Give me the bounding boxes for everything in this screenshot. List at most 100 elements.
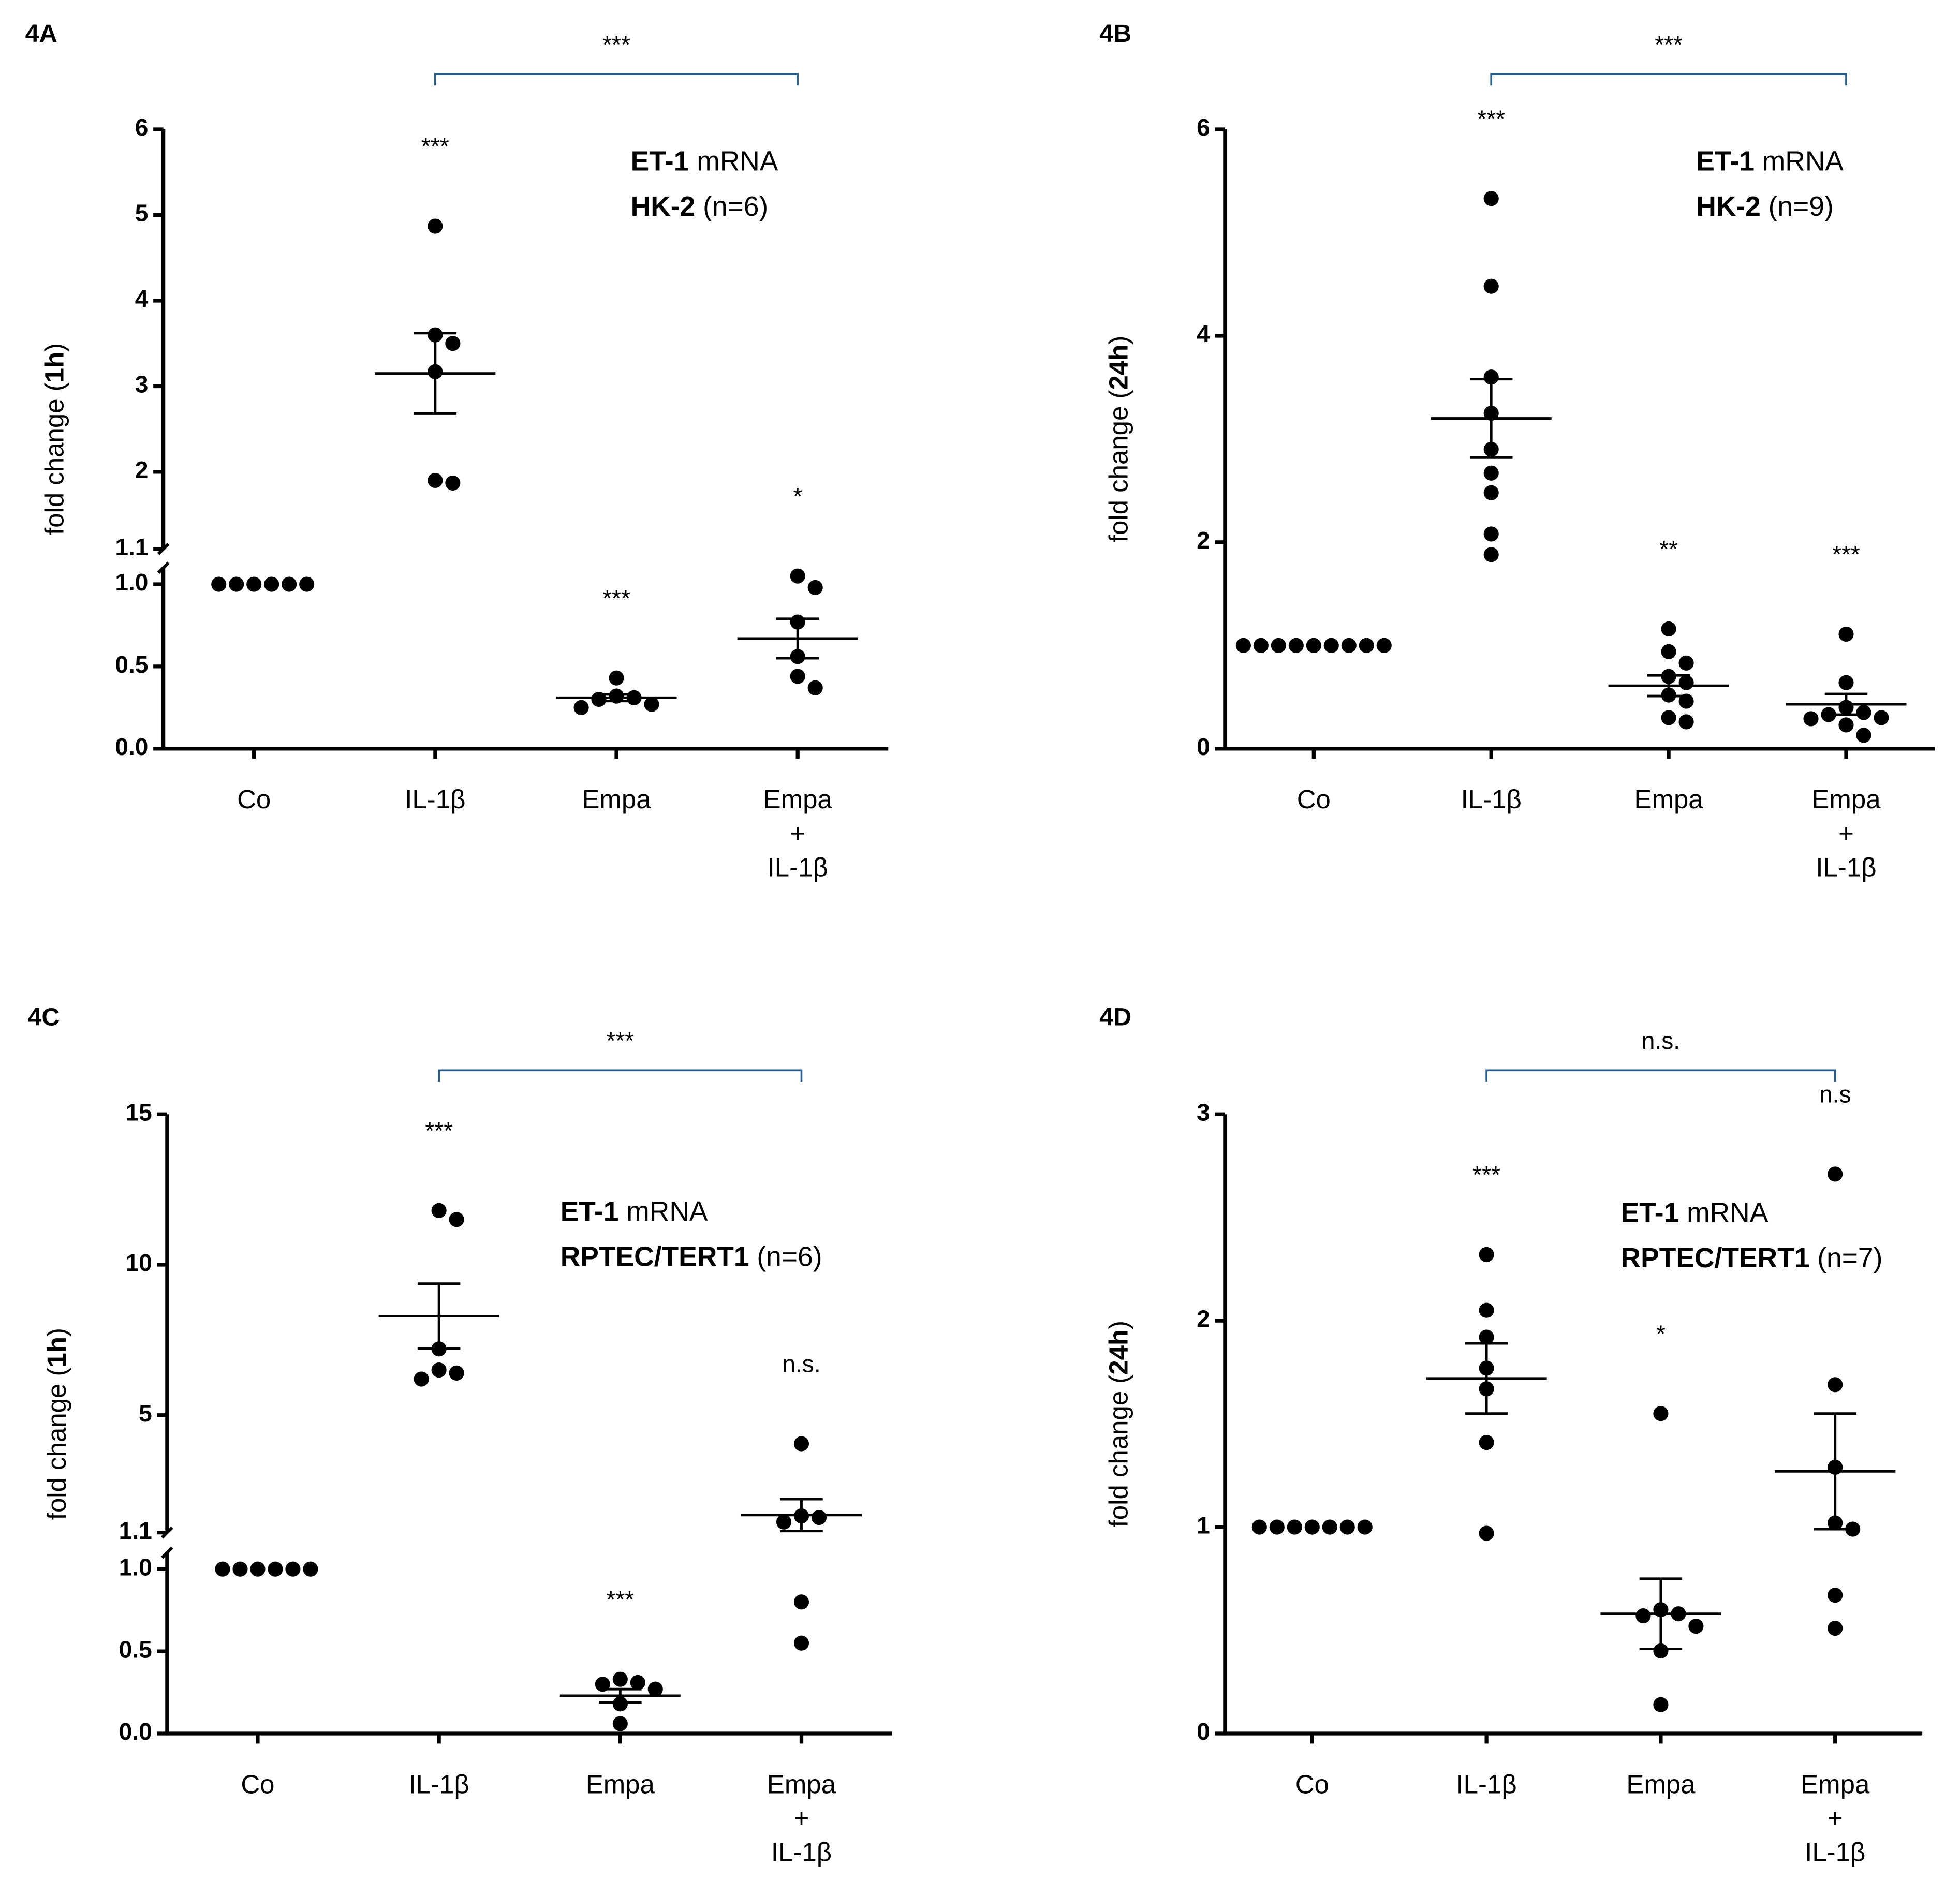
significance-label: *** (425, 1117, 453, 1144)
data-point (1479, 1247, 1494, 1263)
data-point (285, 1561, 301, 1577)
data-point (1678, 655, 1694, 671)
data-point (1479, 1329, 1494, 1345)
x-tick-label: Empa (586, 1769, 655, 1799)
text-part: RPTEC/TERT1 (561, 1242, 749, 1272)
y-tick-label: 1.0 (119, 1553, 152, 1580)
panel-label: 4B (1099, 20, 1131, 48)
text-part: (n=7) (1809, 1243, 1882, 1273)
data-point (1271, 638, 1286, 653)
data-point (449, 1365, 464, 1381)
axis-break (161, 1546, 173, 1559)
comparison-bracket (1490, 73, 1847, 86)
x-tick-label: Co (241, 1769, 274, 1799)
legend-entry: HK-2 (n=9) (1696, 191, 1834, 222)
text-part: 1h (42, 1337, 72, 1367)
significance-label: *** (602, 585, 630, 612)
data-point (282, 576, 297, 592)
x-tick-label: Empa (582, 784, 651, 814)
data-point (211, 576, 227, 592)
x-tick-label: + (1838, 819, 1854, 848)
data-point (776, 1514, 792, 1530)
data-point (1359, 638, 1374, 653)
significance-label: *** (1472, 1161, 1500, 1188)
y-tick-label: 0.0 (115, 733, 148, 760)
y-tick-label: 6 (135, 114, 149, 141)
text-part: HK-2 (631, 191, 696, 222)
data-point (1304, 1519, 1320, 1535)
data-point (793, 1436, 809, 1452)
significance-label: *** (606, 1586, 634, 1613)
y-tick-label: 0 (1197, 1718, 1210, 1745)
data-point (647, 1681, 663, 1697)
x-tick-label: IL-1β (1805, 1838, 1865, 1867)
x-tick-label: IL-1β (768, 852, 828, 882)
x-tick-label: Empa (763, 784, 833, 814)
data-point (1251, 1519, 1267, 1535)
data-point (1479, 1525, 1494, 1541)
legend-entry: ET-1 mRNA (561, 1196, 708, 1227)
data-point (1306, 638, 1321, 653)
data-point (793, 1635, 809, 1651)
text-part: ) (42, 1328, 72, 1337)
data-point (1838, 626, 1854, 642)
legend-entry: ET-1 mRNA (631, 146, 778, 177)
data-point (1483, 278, 1499, 294)
text-part: ET-1 (631, 146, 689, 177)
data-point (414, 1371, 429, 1387)
text-part: mRNA (618, 1196, 708, 1227)
data-point (612, 1671, 628, 1687)
data-point (1376, 638, 1392, 653)
text-part: ET-1 (561, 1196, 619, 1227)
data-point (1828, 1166, 1843, 1182)
data-point (1661, 710, 1676, 725)
y-tick-label: 2 (1197, 1305, 1210, 1332)
y-tick-label: 6 (1197, 114, 1210, 141)
x-tick-label: Empa (1811, 784, 1881, 814)
data-point (1874, 710, 1889, 725)
error-bar (1814, 1412, 1857, 1531)
y-tick-label: 10 (125, 1249, 152, 1276)
data-point (268, 1561, 283, 1577)
data-point (1287, 1519, 1302, 1535)
y-tick-label: 0.0 (119, 1718, 152, 1745)
data-point (449, 1212, 464, 1227)
error-bar (599, 1687, 642, 1704)
data-point (807, 680, 823, 695)
data-point (1339, 1519, 1355, 1535)
y-tick-label: 1.1 (115, 534, 148, 560)
significance-label: * (793, 483, 802, 510)
data-point (428, 472, 443, 488)
data-point (612, 1696, 628, 1712)
x-tick-label: Empa (767, 1769, 836, 1799)
x-tick-label: + (790, 819, 805, 848)
error-bar (414, 332, 457, 415)
text-part: ET-1 (1621, 1198, 1679, 1228)
x-tick-label: IL-1β (771, 1838, 832, 1867)
comparison-bracket (1485, 1069, 1836, 1082)
y-axis-label: fold change (24h) (1104, 1321, 1133, 1528)
data-point (232, 1561, 248, 1577)
y-tick-label: 0.5 (115, 651, 148, 678)
data-point (445, 336, 461, 351)
y-tick-label: 5 (135, 200, 149, 227)
data-point (1288, 638, 1304, 653)
text-part: RPTEC/TERT1 (1621, 1243, 1810, 1273)
significance-label: * (1656, 1320, 1666, 1347)
x-tick-label: + (1828, 1803, 1843, 1833)
data-point (1479, 1434, 1494, 1450)
data-point (431, 1362, 447, 1378)
significance-label: n.s (1819, 1081, 1851, 1108)
data-point (1483, 485, 1499, 500)
panel-label: 4C (27, 1003, 60, 1031)
data-point (1483, 369, 1499, 385)
text-part: mRNA (1679, 1198, 1768, 1228)
data-point (1803, 711, 1819, 727)
y-axis-label: fold change (1h) (42, 1328, 72, 1520)
legend-entry: ET-1 mRNA (1696, 146, 1844, 177)
axis-break (157, 561, 170, 574)
data-point (428, 218, 443, 234)
data-point (1661, 621, 1676, 637)
text-part: 24h (1104, 1329, 1133, 1375)
